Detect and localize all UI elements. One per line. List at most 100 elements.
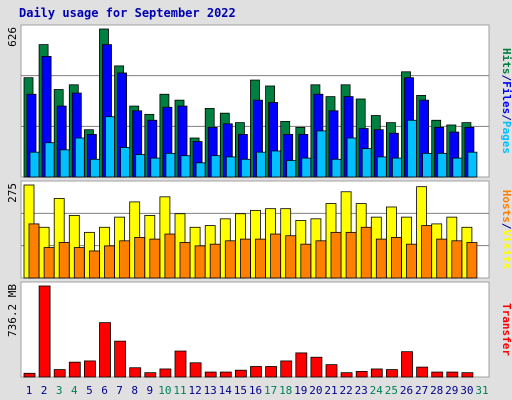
side-label-part: / <box>500 114 512 121</box>
bar-transfer-day-9 <box>144 372 157 378</box>
bar-pages-day-15 <box>240 158 251 178</box>
day-label-20: 20 <box>309 384 322 397</box>
day-label-12: 12 <box>188 384 201 397</box>
bar-hosts-day-9 <box>149 238 161 279</box>
bar-transfer-day-5 <box>84 360 96 378</box>
bar-pages-day-8 <box>135 154 146 178</box>
bar-hosts-day-27 <box>421 225 433 279</box>
day-label-30: 30 <box>460 384 473 397</box>
bar-transfer-day-24 <box>370 368 383 378</box>
bar-hosts-day-20 <box>315 240 327 279</box>
bar-transfer-day-16 <box>250 366 262 378</box>
day-label-18: 18 <box>279 384 292 397</box>
day-label-25: 25 <box>385 384 398 397</box>
bar-pages-day-20 <box>316 130 327 178</box>
max-label-hits-files-pages: 626 <box>6 27 19 47</box>
bar-pages-day-22 <box>346 137 357 178</box>
bar-hosts-day-22 <box>345 231 357 279</box>
bar-pages-day-26 <box>407 119 417 178</box>
bar-pages-day-5 <box>90 158 100 178</box>
bar-pages-day-25 <box>391 157 402 178</box>
day-label-21: 21 <box>324 384 337 397</box>
bar-hosts-day-19 <box>300 243 312 279</box>
bar-transfer-day-21 <box>325 364 338 378</box>
bar-transfer-day-11 <box>174 350 187 378</box>
bar-pages-day-30 <box>467 151 478 178</box>
bar-transfer-day-2 <box>38 285 51 378</box>
day-label-31: 31 <box>475 384 488 397</box>
bar-hosts-day-25 <box>390 237 402 279</box>
day-label-24: 24 <box>370 384 384 397</box>
bar-hosts-day-24 <box>375 238 387 279</box>
bar-hosts-day-26 <box>406 243 417 279</box>
side-label-part: Files <box>500 81 512 114</box>
bar-transfer-day-28 <box>431 371 444 378</box>
bar-hosts-day-21 <box>330 231 342 279</box>
bar-pages-day-13 <box>210 155 221 178</box>
bar-hosts-day-8 <box>134 237 146 279</box>
day-label-13: 13 <box>204 384 217 397</box>
day-label-23: 23 <box>355 384 368 397</box>
bar-transfer-day-14 <box>219 371 232 378</box>
bar-pages-day-16 <box>256 151 266 178</box>
bar-pages-day-23 <box>361 148 372 178</box>
bar-hosts-day-29 <box>451 240 463 279</box>
bar-pages-day-9 <box>150 157 161 178</box>
bar-transfer-day-15 <box>234 369 247 378</box>
bar-pages-day-14 <box>225 156 236 178</box>
bar-hosts-day-13 <box>209 243 221 279</box>
bar-transfer-day-18 <box>280 360 293 378</box>
side-label-part: Pages <box>500 121 512 154</box>
max-label-transfer: 736.2 MB <box>6 284 19 337</box>
day-label-28: 28 <box>430 384 443 397</box>
day-label-14: 14 <box>219 384 233 397</box>
bar-hosts-day-23 <box>360 226 372 279</box>
day-label-27: 27 <box>415 384 428 397</box>
day-label-29: 29 <box>445 384 458 397</box>
bar-transfer-day-10 <box>159 368 172 378</box>
bar-pages-day-29 <box>452 157 463 178</box>
side-label-part: / <box>500 223 512 230</box>
bar-pages-day-7 <box>120 147 130 178</box>
bar-transfer-day-4 <box>68 361 81 378</box>
bar-pages-day-24 <box>376 156 387 178</box>
max-label-hosts-visits: 275 <box>6 183 19 203</box>
day-label-6: 6 <box>101 384 108 397</box>
bar-pages-day-28 <box>437 152 448 178</box>
day-label-22: 22 <box>339 384 352 397</box>
bar-hosts-day-18 <box>285 235 297 279</box>
bar-pages-day-12 <box>195 162 206 178</box>
side-label-part: Transfer <box>500 303 512 356</box>
bar-hosts-day-5 <box>89 250 100 279</box>
bar-transfer-day-6 <box>99 322 111 378</box>
bar-pages-day-10 <box>165 152 176 178</box>
bar-hosts-day-11 <box>179 242 191 279</box>
day-label-11: 11 <box>173 384 186 397</box>
bar-hosts-day-6 <box>104 245 115 279</box>
bar-hosts-day-14 <box>224 240 236 279</box>
day-label-16: 16 <box>249 384 262 397</box>
bar-hosts-day-30 <box>466 242 478 279</box>
bar-hosts-day-17 <box>270 233 282 279</box>
bar-pages-day-4 <box>74 137 85 178</box>
bar-transfer-day-30 <box>461 372 474 378</box>
bar-transfer-day-13 <box>204 371 217 378</box>
day-label-5: 5 <box>86 384 93 397</box>
side-label-hits-files-pages: Hits/Files/Pages <box>500 48 512 154</box>
bar-transfer-day-1 <box>23 372 36 378</box>
bar-pages-day-27 <box>422 152 433 178</box>
bar-hosts-day-28 <box>436 238 448 279</box>
bar-transfer-day-8 <box>129 367 142 378</box>
bar-transfer-day-25 <box>385 369 398 378</box>
side-label-part: Hits <box>500 48 512 75</box>
day-label-9: 9 <box>146 384 153 397</box>
bar-hosts-day-7 <box>119 240 130 279</box>
day-label-19: 19 <box>294 384 307 397</box>
bar-transfer-day-26 <box>401 351 413 378</box>
bar-transfer-day-27 <box>416 366 429 378</box>
bar-transfer-day-3 <box>53 369 66 378</box>
day-label-8: 8 <box>131 384 138 397</box>
bar-transfer-day-20 <box>310 356 323 378</box>
bar-transfer-day-22 <box>340 372 353 378</box>
